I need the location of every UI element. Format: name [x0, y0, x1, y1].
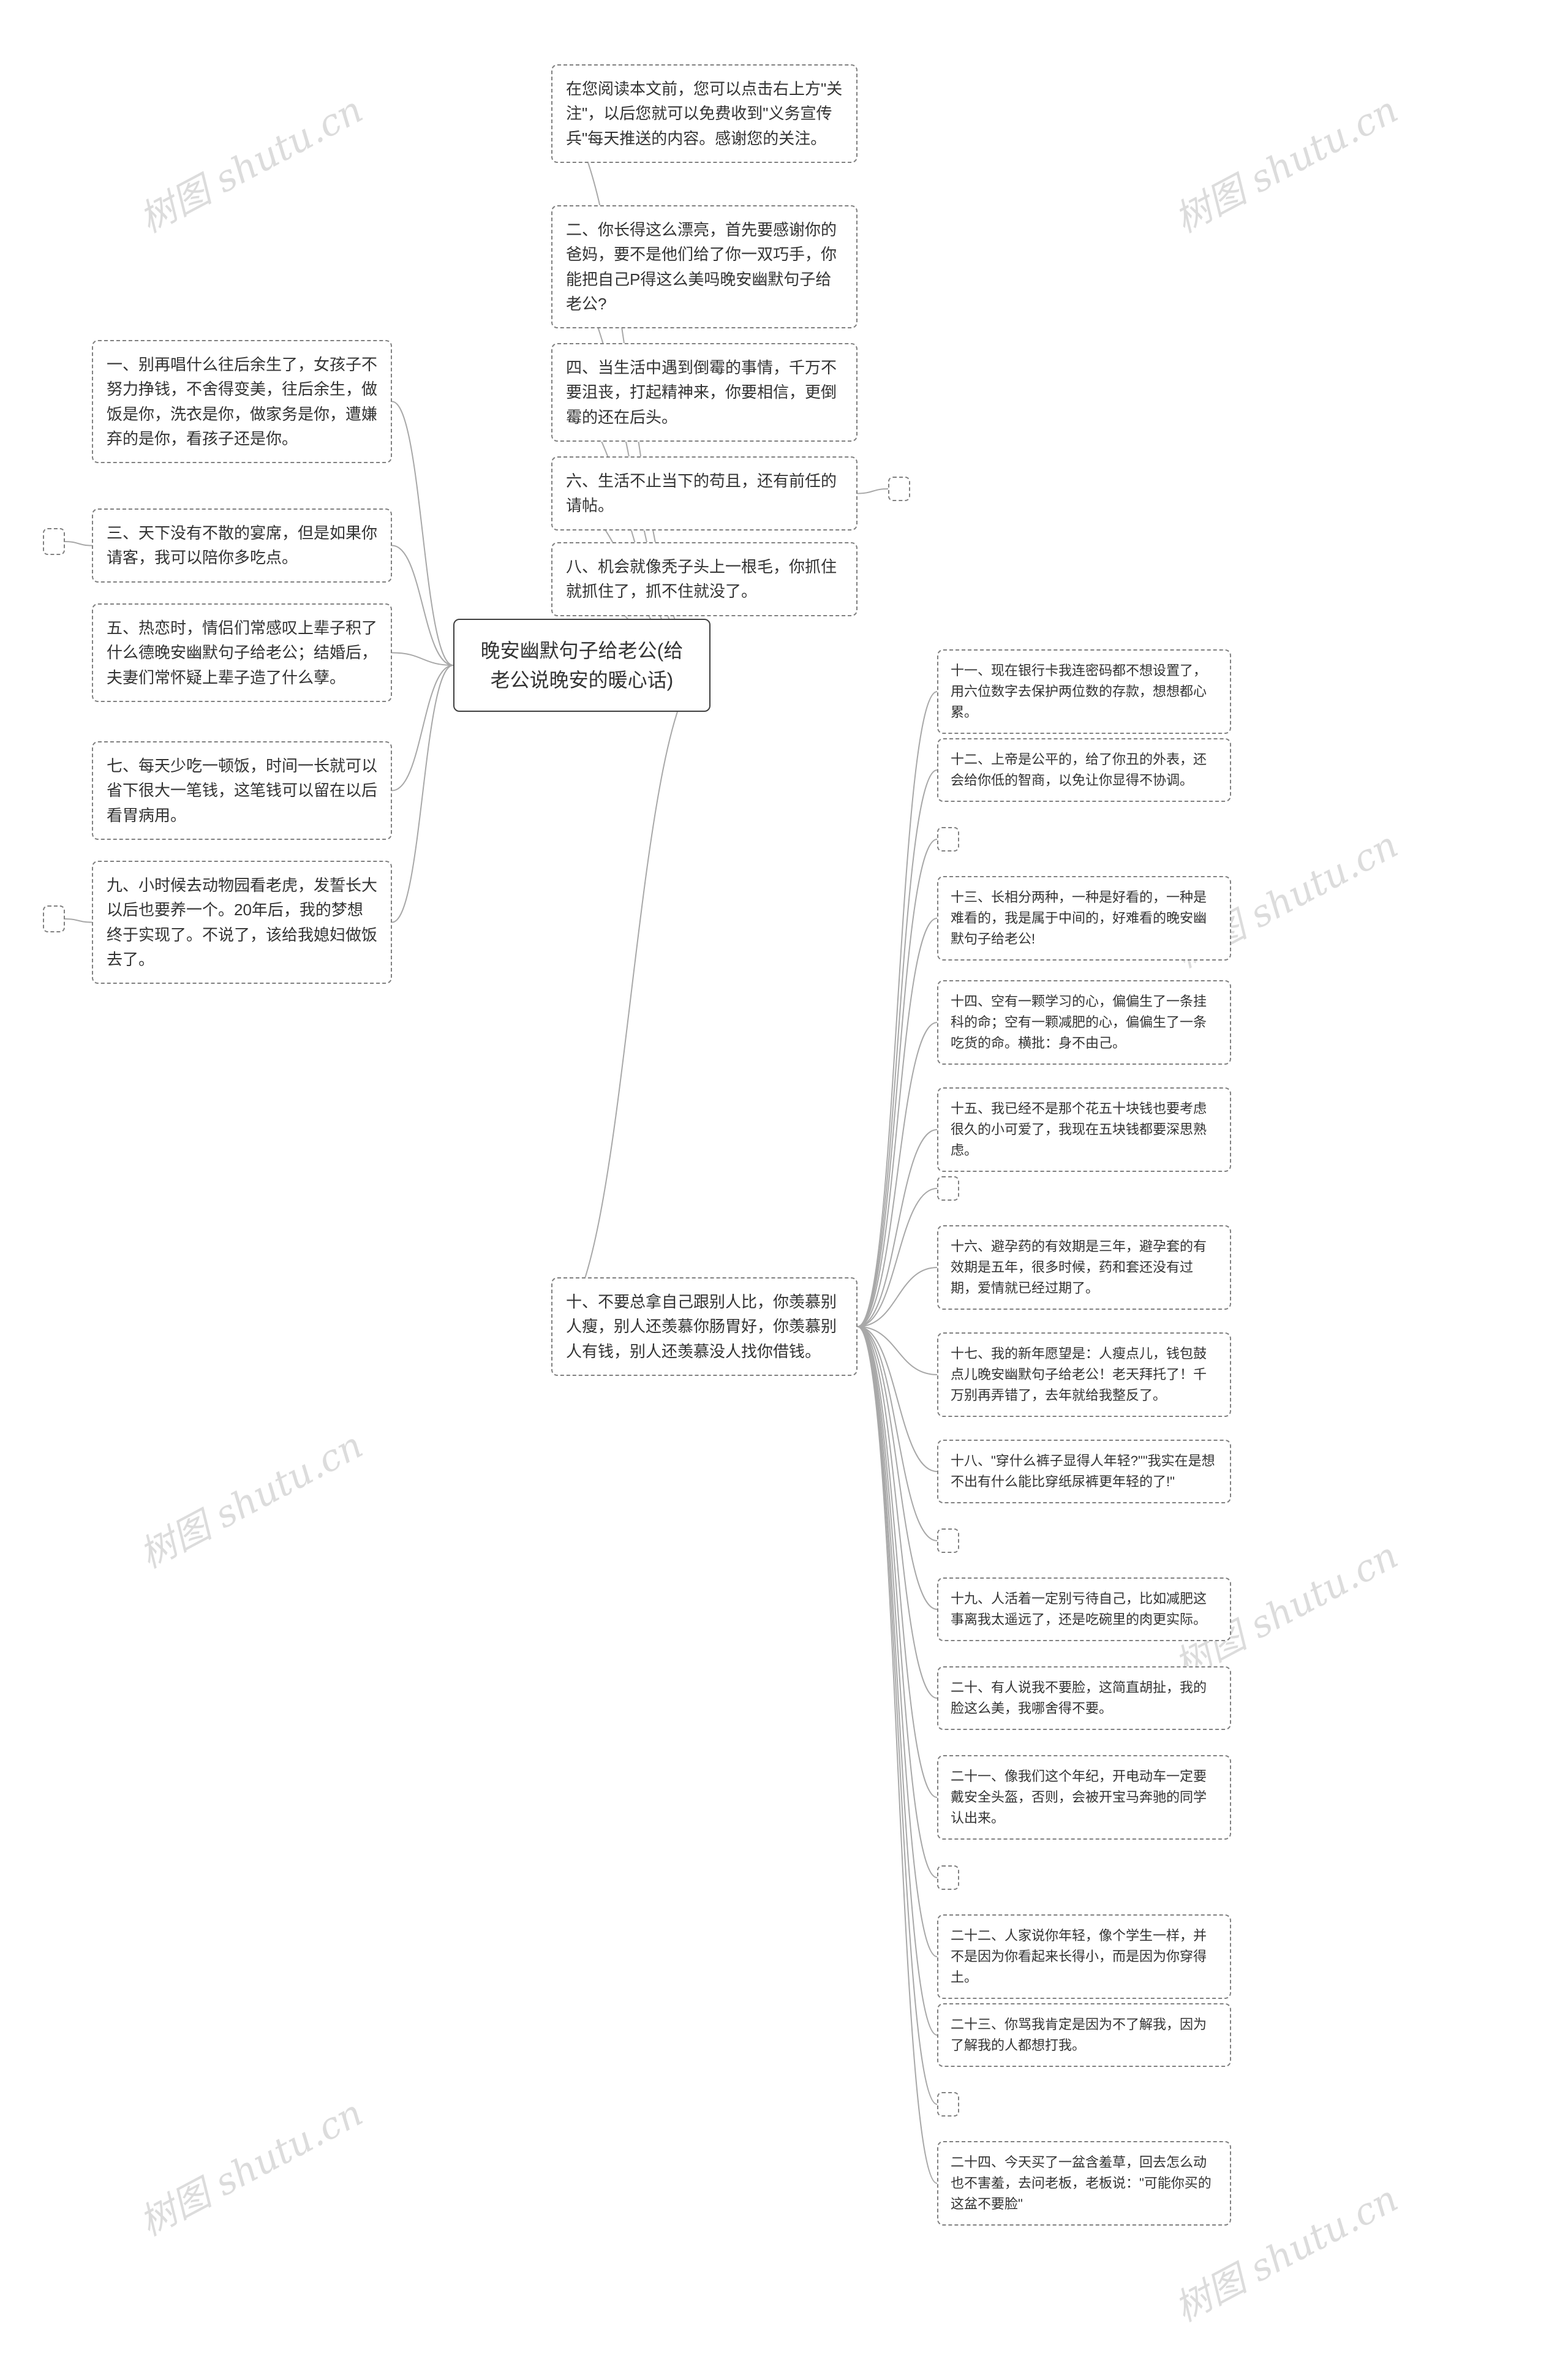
mindmap-node[interactable]: 二十二、人家说你年轻，像个学生一样，并不是因为你看起来长得小，而是因为你穿得土。: [937, 1914, 1231, 1999]
mindmap-node-text: 二十二、人家说你年轻，像个学生一样，并不是因为你看起来长得小，而是因为你穿得土。: [951, 1928, 1207, 1985]
mindmap-node-text: 十六、避孕药的有效期是三年，避孕套的有效期是五年，很多时候，药和套还没有过期，爱…: [951, 1239, 1207, 1296]
mindmap-node[interactable]: 十七、我的新年愿望是：人瘦点儿，钱包鼓点儿晚安幽默句子给老公！老天拜托了！千万别…: [937, 1332, 1231, 1417]
mindmap-node[interactable]: 九、小时候去动物园看老虎，发誓长大以后也要养一个。20年后，我的梦想终于实现了。…: [92, 861, 392, 984]
mindmap-node[interactable]: 在您阅读本文前，您可以点击右上方"关注"，以后您就可以免费收到"义务宣传兵"每天…: [551, 64, 858, 163]
mindmap-node-text: 十八、"穿什么裤子显得人年轻?""我实在是想不出有什么能比穿纸尿裤更年轻的了!": [951, 1453, 1215, 1489]
mindmap-node[interactable]: 二、你长得这么漂亮，首先要感谢你的爸妈，要不是他们给了你一双巧手，你能把自己P得…: [551, 205, 858, 328]
mindmap-node[interactable]: 二十四、今天买了一盆含羞草，回去怎么动也不害羞，去问老板，老板说："可能你买的这…: [937, 2141, 1231, 2226]
mindmap-node[interactable]: 二十一、像我们这个年纪，开电动车一定要戴安全头盔，否则，会被开宝马奔驰的同学认出…: [937, 1755, 1231, 1840]
mindmap-node-text: 十九、人活着一定别亏待自己，比如减肥这事离我太遥远了，还是吃碗里的肉更实际。: [951, 1591, 1207, 1627]
mindmap-node-text: 十二、上帝是公平的，给了你丑的外表，还会给你低的智商，以免让你显得不协调。: [951, 752, 1207, 788]
collapsed-stub[interactable]: [43, 905, 65, 932]
collapsed-stub[interactable]: [937, 2092, 959, 2117]
mindmap-node-text: 十、不要总拿自己跟别人比，你羡慕别人瘦，别人还羡慕你肠胃好，你羡慕别人有钱，别人…: [566, 1293, 837, 1361]
watermark-text: 树图 shutu.cn: [129, 81, 371, 243]
mindmap-node[interactable]: 一、别再唱什么往后余生了，女孩子不努力挣钱，不舍得变美，往后余生，做饭是你，洗衣…: [92, 340, 392, 463]
collapsed-stub[interactable]: [937, 827, 959, 852]
mindmap-node-text: 十三、长相分两种，一种是好看的，一种是难看的，我是属于中间的，好难看的晚安幽默句…: [951, 890, 1207, 946]
mindmap-node-text: 二十三、你骂我肯定是因为不了解我，因为了解我的人都想打我。: [951, 2017, 1207, 2053]
mindmap-node[interactable]: 十六、避孕药的有效期是三年，避孕套的有效期是五年，很多时候，药和套还没有过期，爱…: [937, 1225, 1231, 1310]
mindmap-node-text: 九、小时候去动物园看老虎，发誓长大以后也要养一个。20年后，我的梦想终于实现了。…: [107, 876, 377, 969]
watermark-text: 树图 shutu.cn: [1164, 81, 1406, 243]
mindmap-node-text: 三、天下没有不散的宴席，但是如果你请客，我可以陪你多吃点。: [107, 524, 377, 567]
mindmap-canvas: 树图 shutu.cn 树图 shutu.cn 树图 shutu.cn 树图 shut…: [0, 0, 1568, 2372]
mindmap-node-text: 四、当生活中遇到倒霉的事情，千万不要沮丧，打起精神来，你要相信，更倒霉的还在后头…: [566, 358, 837, 426]
mindmap-node-text: 二、你长得这么漂亮，首先要感谢你的爸妈，要不是他们给了你一双巧手，你能把自己P得…: [566, 221, 837, 313]
mindmap-node[interactable]: 四、当生活中遇到倒霉的事情，千万不要沮丧，打起精神来，你要相信，更倒霉的还在后头…: [551, 343, 858, 442]
mindmap-node-text: 七、每天少吃一顿饭，时间一长就可以省下很大一笔钱，这笔钱可以留在以后看胃病用。: [107, 757, 377, 825]
mindmap-node[interactable]: 七、每天少吃一顿饭，时间一长就可以省下很大一笔钱，这笔钱可以留在以后看胃病用。: [92, 741, 392, 840]
mindmap-node[interactable]: 六、生活不止当下的苟且，还有前任的请帖。: [551, 456, 858, 531]
mindmap-node-text: 二十四、今天买了一盆含羞草，回去怎么动也不害羞，去问老板，老板说："可能你买的这…: [951, 2155, 1212, 2211]
mindmap-node-text: 一、别再唱什么往后余生了，女孩子不努力挣钱，不舍得变美，往后余生，做饭是你，洗衣…: [107, 355, 377, 448]
mindmap-node-text: 十七、我的新年愿望是：人瘦点儿，钱包鼓点儿晚安幽默句子给老公！老天拜托了！千万别…: [951, 1346, 1207, 1403]
mindmap-node-text: 八、机会就像秃子头上一根毛，你抓住就抓住了，抓不住就没了。: [566, 557, 837, 600]
mindmap-node-text: 在您阅读本文前，您可以点击右上方"关注"，以后您就可以免费收到"义务宣传兵"每天…: [566, 80, 842, 148]
mindmap-node[interactable]: 八、机会就像秃子头上一根毛，你抓住就抓住了，抓不住就没了。: [551, 542, 858, 616]
mindmap-node[interactable]: 十二、上帝是公平的，给了你丑的外表，还会给你低的智商，以免让你显得不协调。: [937, 738, 1231, 802]
mindmap-node[interactable]: 十八、"穿什么裤子显得人年轻?""我实在是想不出有什么能比穿纸尿裤更年轻的了!": [937, 1440, 1231, 1503]
mindmap-node[interactable]: 十九、人活着一定别亏待自己，比如减肥这事离我太遥远了，还是吃碗里的肉更实际。: [937, 1577, 1231, 1641]
collapsed-stub[interactable]: [43, 528, 65, 555]
watermark-text: 树图 shutu.cn: [129, 1416, 371, 1579]
mindmap-node[interactable]: 三、天下没有不散的宴席，但是如果你请客，我可以陪你多吃点。: [92, 508, 392, 583]
mindmap-node-text: 二十、有人说我不要脸，这简直胡扯，我的脸这么美，我哪舍得不要。: [951, 1680, 1207, 1716]
mindmap-node[interactable]: 十三、长相分两种，一种是好看的，一种是难看的，我是属于中间的，好难看的晚安幽默句…: [937, 876, 1231, 961]
collapsed-stub[interactable]: [888, 477, 910, 501]
mindmap-node-text: 十四、空有一颗学习的心，偏偏生了一条挂科的命；空有一颗减肥的心，偏偏生了一条吃货…: [951, 994, 1207, 1051]
mindmap-node[interactable]: 二十、有人说我不要脸，这简直胡扯，我的脸这么美，我哪舍得不要。: [937, 1666, 1231, 1730]
mindmap-node-text: 十五、我已经不是那个花五十块钱也要考虑很久的小可爱了，我现在五块钱都要深思熟虑。: [951, 1101, 1207, 1158]
mindmap-node-text: 十一、现在银行卡我连密码都不想设置了，用六位数字去保护两位数的存款，想想都心累。: [951, 663, 1207, 720]
mindmap-node[interactable]: 十五、我已经不是那个花五十块钱也要考虑很久的小可爱了，我现在五块钱都要深思熟虑。: [937, 1087, 1231, 1172]
mindmap-node[interactable]: 十四、空有一颗学习的心，偏偏生了一条挂科的命；空有一颗减肥的心，偏偏生了一条吃货…: [937, 980, 1231, 1065]
mindmap-node[interactable]: 十、不要总拿自己跟别人比，你羡慕别人瘦，别人还羡慕你肠胃好，你羡慕别人有钱，别人…: [551, 1277, 858, 1376]
mindmap-node-text: 五、热恋时，情侣们常感叹上辈子积了什么德晚安幽默句子给老公；结婚后，夫妻们常怀疑…: [107, 619, 377, 687]
mindmap-node-text: 六、生活不止当下的苟且，还有前任的请帖。: [566, 472, 837, 515]
center-node-text: 晚安幽默句子给老公(给老公说晚安的暖心话): [481, 640, 684, 691]
watermark-text: 树图 shutu.cn: [129, 2084, 371, 2246]
mindmap-node[interactable]: 二十三、你骂我肯定是因为不了解我，因为了解我的人都想打我。: [937, 2003, 1231, 2067]
collapsed-stub[interactable]: [937, 1176, 959, 1201]
mindmap-node[interactable]: 五、热恋时，情侣们常感叹上辈子积了什么德晚安幽默句子给老公；结婚后，夫妻们常怀疑…: [92, 603, 392, 702]
center-node[interactable]: 晚安幽默句子给老公(给老公说晚安的暖心话): [453, 619, 710, 712]
mindmap-node[interactable]: 十一、现在银行卡我连密码都不想设置了，用六位数字去保护两位数的存款，想想都心累。: [937, 649, 1231, 734]
collapsed-stub[interactable]: [937, 1528, 959, 1553]
mindmap-node-text: 二十一、像我们这个年纪，开电动车一定要戴安全头盔，否则，会被开宝马奔驰的同学认出…: [951, 1769, 1207, 1826]
collapsed-stub[interactable]: [937, 1865, 959, 1890]
